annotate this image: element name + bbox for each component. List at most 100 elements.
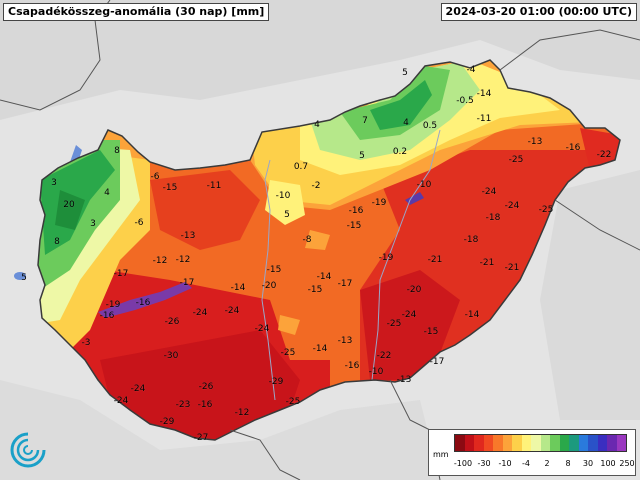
value-label: -25 xyxy=(285,397,301,407)
legend-swatch xyxy=(588,435,598,451)
value-label: -13 xyxy=(337,336,353,346)
value-label: -19 xyxy=(378,253,394,263)
value-label: 5 xyxy=(284,210,290,220)
legend-swatch xyxy=(455,435,465,451)
value-label: 0.2 xyxy=(392,147,408,157)
value-label: 3 xyxy=(90,219,96,229)
value-label: -16 xyxy=(135,298,151,308)
logo-icon xyxy=(10,432,46,468)
value-label: -19 xyxy=(105,300,121,310)
legend-tick-label: 2 xyxy=(544,459,550,468)
value-label: 5 xyxy=(402,68,408,78)
value-label: -24 xyxy=(113,396,129,406)
value-label: -14 xyxy=(464,310,480,320)
value-label: -15 xyxy=(307,285,323,295)
value-label: -8 xyxy=(302,235,312,245)
value-label: -16 xyxy=(99,311,115,321)
value-label: -21 xyxy=(479,258,495,268)
value-label: -10 xyxy=(416,180,432,190)
value-label: -24 xyxy=(401,310,417,320)
map-title: Csapadékösszeg-anomália (30 nap) [mm] xyxy=(3,3,270,21)
value-label: 20 xyxy=(63,200,75,210)
legend-unit: mm xyxy=(433,450,449,459)
value-label: -15 xyxy=(266,265,282,275)
value-label: -15 xyxy=(423,327,439,337)
value-label: -21 xyxy=(504,263,520,273)
value-label: 4 xyxy=(403,118,409,128)
legend-tick-label: 30 xyxy=(582,459,594,468)
legend-swatch xyxy=(550,435,560,451)
value-label: -15 xyxy=(346,221,362,231)
value-label: -12 xyxy=(234,408,250,418)
value-label: -26 xyxy=(198,382,214,392)
value-label: -27 xyxy=(193,433,209,443)
value-label: -13 xyxy=(180,231,196,241)
value-label: -24 xyxy=(254,324,270,334)
value-label: -24 xyxy=(130,384,146,394)
value-label: -4 xyxy=(466,65,476,75)
value-label: -23 xyxy=(175,400,191,410)
value-label: 3 xyxy=(51,178,57,188)
value-label: -20 xyxy=(261,281,277,291)
value-label: -25 xyxy=(386,319,402,329)
value-label: -20 xyxy=(406,285,422,295)
value-label: -10 xyxy=(275,191,291,201)
value-label: -25 xyxy=(280,348,296,358)
legend-tick-label: -10 xyxy=(498,459,512,468)
legend-swatch xyxy=(559,435,569,451)
value-label: -18 xyxy=(485,213,501,223)
legend-tick-label: -100 xyxy=(453,459,473,468)
value-label: -21 xyxy=(427,255,443,265)
value-label: -3 xyxy=(81,338,91,348)
value-label: -16 xyxy=(348,206,364,216)
value-label: -24 xyxy=(504,201,520,211)
value-label: 8 xyxy=(114,146,120,156)
value-label: -25 xyxy=(538,205,554,215)
legend-swatch xyxy=(597,435,607,451)
value-label: 0.5 xyxy=(422,121,438,131)
legend-ticks: -100 -30 -10 -4 2 8 30 100 250 xyxy=(451,459,635,471)
value-label: -6 xyxy=(150,172,160,182)
color-legend: mm -100 -30 -10 -4 2 8 30 100 250 xyxy=(428,429,636,476)
value-label: -17 xyxy=(179,278,195,288)
legend-tick-label: 250 xyxy=(619,459,635,468)
value-label: -24 xyxy=(192,308,208,318)
legend-swatch xyxy=(464,435,474,451)
value-label: -14 xyxy=(230,283,246,293)
legend-swatch xyxy=(502,435,512,451)
legend-swatch xyxy=(531,435,541,451)
value-label: -26 xyxy=(164,317,180,327)
value-label: -22 xyxy=(376,351,392,361)
value-label: 4 xyxy=(104,188,110,198)
legend-swatch xyxy=(540,435,550,451)
legend-swatch xyxy=(512,435,522,451)
value-label: -11 xyxy=(476,114,492,124)
value-label: -29 xyxy=(159,417,175,427)
value-label: 0.7 xyxy=(293,162,309,172)
legend-color-bar xyxy=(454,434,627,452)
value-label: 5 xyxy=(21,273,27,283)
value-label: 8 xyxy=(54,237,60,247)
value-label: -14 xyxy=(316,272,332,282)
legend-swatch xyxy=(483,435,493,451)
value-label: -13 xyxy=(527,137,543,147)
value-label: -11 xyxy=(206,181,222,191)
value-label: -25 xyxy=(508,155,524,165)
value-label: -24 xyxy=(224,306,240,316)
legend-swatch xyxy=(521,435,531,451)
value-label: -30 xyxy=(163,351,179,361)
legend-swatch xyxy=(607,435,617,451)
timestamp: 2024-03-20 01:00 (00:00 UTC) xyxy=(440,3,637,21)
legend-tick-label: 100 xyxy=(600,459,616,468)
value-label: -29 xyxy=(268,377,284,387)
value-label: -17 xyxy=(113,269,129,279)
legend-tick-label: -4 xyxy=(522,459,530,468)
legend-tick-label: -30 xyxy=(477,459,491,468)
legend-swatch xyxy=(616,435,626,451)
legend-swatch xyxy=(474,435,484,451)
value-label: -0.5 xyxy=(456,96,474,106)
value-label: -14 xyxy=(312,344,328,354)
value-label: -18 xyxy=(463,235,479,245)
value-label: -12 xyxy=(175,255,191,265)
legend-swatch xyxy=(569,435,579,451)
